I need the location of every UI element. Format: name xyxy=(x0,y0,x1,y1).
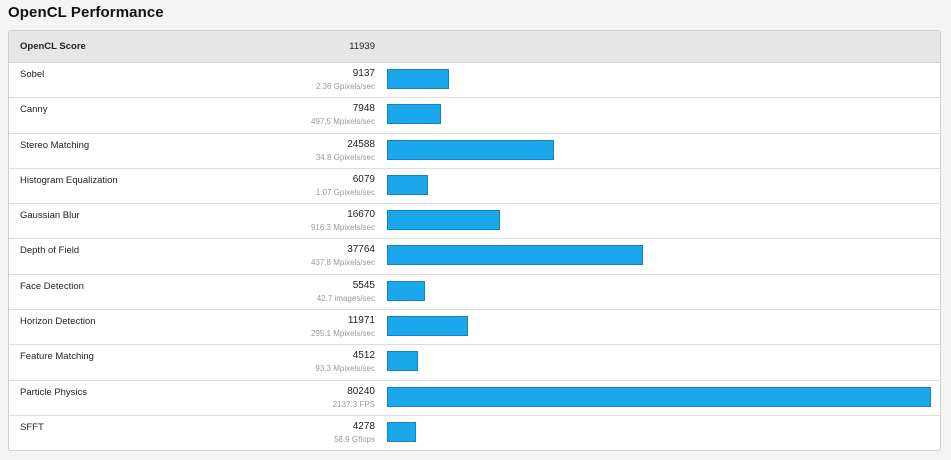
row-detail: 437.8 Mpixels/sec xyxy=(310,258,375,268)
row-score: 24588 xyxy=(347,138,375,150)
bar-track xyxy=(387,351,931,372)
score-bar xyxy=(387,104,441,125)
row-detail: 916.3 Mpixels/sec xyxy=(310,223,375,233)
table-row: Feature Matching 4512 93.3 Mpixels/sec xyxy=(9,345,940,381)
bar-track xyxy=(387,69,931,90)
row-score: 37764 xyxy=(347,244,375,256)
row-score: 11971 xyxy=(347,315,375,327)
bar-track xyxy=(387,174,931,196)
row-detail: 497.5 Mpixels/sec xyxy=(310,117,375,127)
row-score: 7948 xyxy=(352,103,375,115)
results-table: OpenCL Score 11939 Sobel 9137 2.36 Gpixels… xyxy=(8,30,941,451)
score-bar xyxy=(387,280,425,301)
table-header-row: OpenCL Score 11939 xyxy=(9,31,940,63)
score-bar xyxy=(387,245,643,266)
row-name: Horizon Detection xyxy=(20,316,96,328)
bar-track xyxy=(387,280,931,302)
bar-track xyxy=(387,245,931,266)
row-name: Depth of Field xyxy=(20,245,80,257)
table-row: Canny 7948 497.5 Mpixels/sec xyxy=(9,98,940,134)
score-bar xyxy=(387,174,428,195)
row-score: 16670 xyxy=(347,209,375,221)
score-bar xyxy=(387,421,416,442)
row-score: 4278 xyxy=(352,420,375,432)
row-detail: 2137.3 FPS xyxy=(332,399,375,409)
row-name: Sobel xyxy=(20,69,45,80)
bar-track xyxy=(387,421,931,443)
score-bar xyxy=(387,210,500,231)
row-score: 6079 xyxy=(352,173,375,185)
row-name: Histogram Equalization xyxy=(20,174,118,186)
table-row: Horizon Detection 11971 295.1 Mpixels/sec xyxy=(9,310,940,346)
bar-track xyxy=(387,210,931,231)
row-detail: 58.9 Gflops xyxy=(334,434,375,444)
row-name: Stereo Matching xyxy=(20,139,90,151)
row-score: 4512 xyxy=(352,350,375,362)
bar-track xyxy=(387,316,931,337)
score-bar xyxy=(387,351,418,372)
table-row: Histogram Equalization 6079 1.07 Gpixels/s… xyxy=(9,169,940,205)
table-row: Sobel 9137 2.36 Gpixels/sec xyxy=(9,63,940,99)
row-detail: 34.8 Gpixels/sec xyxy=(315,152,375,162)
table-row: Particle Physics 80240 2137.3 FPS xyxy=(9,381,940,416)
score-bar xyxy=(387,139,554,160)
page-title: OpenCL Performance xyxy=(8,4,164,21)
row-detail: 295.1 Mpixels/sec xyxy=(310,329,375,339)
row-detail: 1.07 Gpixels/sec xyxy=(315,187,375,197)
row-detail: 42.7 images/sec xyxy=(316,293,375,303)
bar-track xyxy=(387,139,931,161)
row-score: 80240 xyxy=(347,385,375,397)
row-name: Face Detection xyxy=(20,280,84,292)
header-score: 11939 xyxy=(349,41,375,52)
score-bar xyxy=(387,69,449,89)
row-name: Canny xyxy=(20,104,48,116)
score-bar xyxy=(387,386,931,407)
row-name: SFFT xyxy=(20,421,44,433)
score-bar xyxy=(387,316,468,337)
row-detail: 2.36 Gpixels/sec xyxy=(315,82,375,91)
bar-track xyxy=(387,386,931,408)
table-row: SFFT 4278 58.9 Gflops xyxy=(9,416,940,450)
row-score: 5545 xyxy=(352,279,375,291)
row-name: Gaussian Blur xyxy=(20,210,80,222)
row-score: 9137 xyxy=(352,68,375,79)
row-name: Particle Physics xyxy=(20,386,88,398)
row-name: Feature Matching xyxy=(20,351,94,363)
bar-track xyxy=(387,104,931,125)
header-label: OpenCL Score xyxy=(20,41,86,52)
row-detail: 93.3 Mpixels/sec xyxy=(315,364,375,374)
table-row: Stereo Matching 24588 34.8 Gpixels/sec xyxy=(9,134,940,169)
rows-container: Sobel 9137 2.36 Gpixels/sec Canny 7948 497.5 … xyxy=(9,63,940,450)
table-row: Gaussian Blur 16670 916.3 Mpixels/sec xyxy=(9,204,940,240)
table-row: Depth of Field 37764 437.8 Mpixels/sec xyxy=(9,239,940,275)
table-row: Face Detection 5545 42.7 images/sec xyxy=(9,275,940,311)
